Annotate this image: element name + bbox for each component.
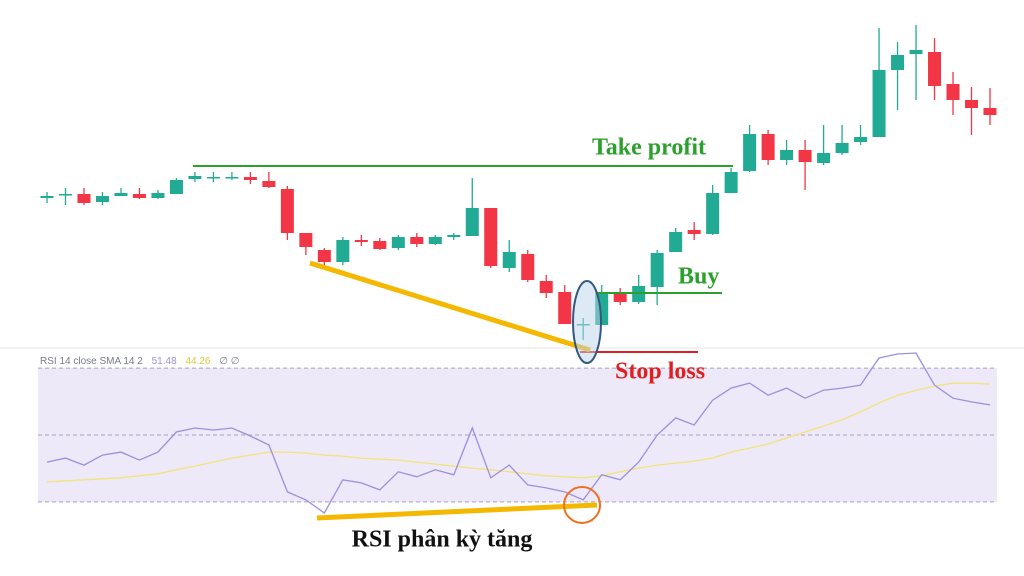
candle-body: [169, 180, 183, 194]
rsi-value: 51.48: [152, 356, 177, 367]
price-panel: [40, 25, 997, 340]
divergence-label: RSI phân kỳ tăng: [352, 527, 533, 553]
candle-body: [299, 233, 313, 247]
candle-body: [558, 292, 572, 324]
candle-body: [613, 292, 627, 302]
candle-body: [188, 176, 202, 179]
rsi-panel: [38, 367, 997, 503]
candle-body: [965, 100, 978, 108]
candle-body: [151, 193, 165, 198]
candle-body: [428, 237, 442, 244]
candle-body: [447, 235, 461, 237]
rsi-line: [46, 382, 991, 483]
rsi-label: RSI 14 close SMA 14 2: [40, 356, 143, 367]
candle-body: [280, 189, 294, 233]
candle-body: [835, 143, 849, 153]
candle-body: [669, 232, 683, 252]
rsi-trendline: [316, 502, 598, 521]
candle-body: [983, 108, 997, 115]
take-profit-label: Take profit: [592, 135, 706, 161]
candle-body: [206, 177, 220, 179]
candle-body: [262, 181, 276, 187]
candle-body: [706, 193, 720, 234]
candle-body: [539, 281, 553, 293]
candle-body: [317, 250, 331, 262]
candle-body: [410, 237, 424, 244]
candle-body: [946, 84, 960, 100]
price-trendline: [309, 260, 591, 353]
candle-body: [521, 254, 535, 280]
rsi-lines: [46, 352, 991, 514]
candle-body: [58, 194, 72, 196]
candle-body: [40, 196, 54, 198]
candle-body: [650, 253, 664, 287]
candle-body: [928, 52, 942, 86]
candle-body: [484, 208, 498, 266]
buy-label: Buy: [678, 264, 719, 290]
candle-body: [225, 177, 239, 179]
candle-body: [391, 237, 405, 248]
rsi-extra: ∅ ∅: [219, 356, 239, 367]
rsi-line: [46, 352, 991, 514]
stop-loss-label: Stop loss: [615, 359, 705, 385]
candle-body: [798, 150, 812, 162]
sma-value: 44.26: [185, 356, 210, 367]
candle-body: [114, 193, 128, 196]
candle-body: [336, 240, 350, 262]
candle-body: [95, 196, 109, 202]
candle-body: [465, 208, 479, 236]
candle-body: [243, 177, 257, 180]
candle-body: [687, 230, 701, 234]
rsi-header: RSI 14 close SMA 14 2 51.48 44.26 ∅ ∅: [40, 356, 239, 367]
candle-body: [891, 55, 905, 70]
candle-body: [909, 50, 923, 54]
candle-body: [854, 137, 868, 142]
candle-body: [373, 241, 387, 249]
candle-body: [132, 194, 146, 198]
candle-body: [743, 134, 757, 171]
candle-body: [724, 172, 738, 193]
candle-body: [872, 70, 886, 137]
candle-body: [780, 150, 794, 160]
candle-body: [502, 252, 516, 268]
candle-body: [761, 134, 775, 160]
candle-body: [77, 194, 91, 203]
candle-body: [817, 153, 831, 163]
highlight-circle: [563, 486, 601, 524]
highlight-ellipse: [572, 280, 602, 364]
candle-body: [354, 240, 368, 242]
